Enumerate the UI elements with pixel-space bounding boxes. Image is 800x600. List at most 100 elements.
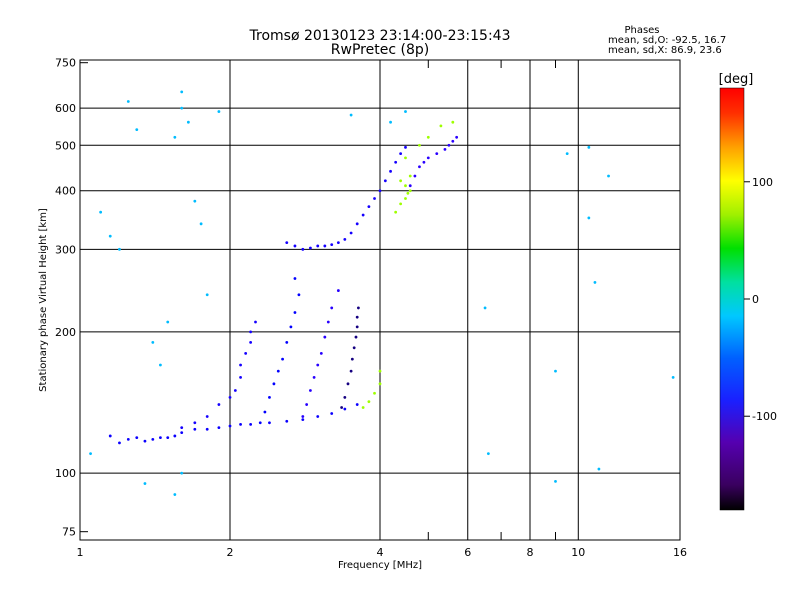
data-point xyxy=(418,165,421,169)
x-axis-ticks: 1 2 4 6 8 10 16 xyxy=(77,60,687,559)
data-point xyxy=(180,471,184,475)
data-point xyxy=(323,244,327,248)
plot-frame xyxy=(79,59,681,541)
data-point xyxy=(451,120,455,124)
data-point xyxy=(597,467,601,471)
data-point xyxy=(350,357,354,361)
data-point xyxy=(356,306,360,310)
data-point xyxy=(330,412,334,415)
y-tick-label: 200 xyxy=(55,326,76,339)
data-point xyxy=(486,452,490,456)
data-point xyxy=(118,441,121,445)
data-point xyxy=(355,222,359,226)
data-point xyxy=(367,205,371,209)
x-tick-label: 2 xyxy=(227,546,234,559)
x-axis-label: Frequency [MHz] xyxy=(338,560,422,571)
data-point xyxy=(565,152,569,155)
data-point xyxy=(180,90,184,94)
data-point xyxy=(607,174,610,178)
data-point xyxy=(159,363,162,367)
y-tick-label: 75 xyxy=(62,526,76,539)
data-point xyxy=(367,400,371,404)
data-point xyxy=(361,406,365,409)
y-tick-label: 100 xyxy=(55,467,76,480)
x-tick-label: 6 xyxy=(464,546,471,559)
data-point xyxy=(217,403,221,406)
data-point xyxy=(173,434,177,438)
data-point xyxy=(378,369,382,373)
colorbar xyxy=(719,87,745,511)
data-point xyxy=(293,311,297,314)
data-point xyxy=(205,427,209,431)
data-point xyxy=(354,335,358,339)
data-point xyxy=(413,174,417,178)
data-point xyxy=(244,351,248,355)
data-point xyxy=(239,363,242,367)
x-tick-label: 10 xyxy=(571,546,585,559)
data-point xyxy=(272,382,276,386)
data-point xyxy=(426,156,430,160)
data-point xyxy=(404,110,407,113)
data-point xyxy=(293,244,297,248)
y-tick-label: 600 xyxy=(55,102,76,115)
data-point xyxy=(406,191,410,195)
data-point xyxy=(89,452,92,456)
data-point xyxy=(399,202,403,206)
data-point xyxy=(340,406,344,409)
data-point xyxy=(316,244,320,248)
data-point xyxy=(309,246,312,250)
chart-title: Tromsø 20130123 23:14:00-23:15:43 xyxy=(249,28,511,44)
data-point xyxy=(193,199,197,203)
data-point xyxy=(99,210,103,214)
colorbar-unit: [deg] xyxy=(719,72,754,87)
data-point xyxy=(293,277,297,280)
data-point xyxy=(108,234,112,238)
data-point xyxy=(418,143,421,147)
data-point xyxy=(289,325,293,329)
data-point xyxy=(285,241,289,245)
data-point xyxy=(326,320,330,324)
data-point xyxy=(301,247,305,251)
data-point xyxy=(233,389,237,392)
colorbar-ticks: 100 0 -100 xyxy=(744,176,777,423)
y-tick-label: 500 xyxy=(55,139,76,152)
data-point xyxy=(349,231,353,235)
data-point xyxy=(268,421,271,425)
data-point xyxy=(159,436,162,440)
data-point xyxy=(330,243,334,247)
data-point xyxy=(180,431,184,434)
data-point xyxy=(228,424,232,428)
data-point xyxy=(346,382,350,386)
y-tick-label: 750 xyxy=(55,57,76,70)
data-point xyxy=(173,135,177,139)
data-point xyxy=(217,110,221,113)
data-point xyxy=(249,423,253,426)
data-point xyxy=(239,423,242,426)
data-point xyxy=(217,426,221,430)
colorbar-tick-label: 100 xyxy=(752,176,773,189)
data-point xyxy=(408,184,412,188)
data-point xyxy=(593,281,597,284)
data-point xyxy=(258,421,262,425)
data-point xyxy=(309,389,312,392)
data-point xyxy=(352,346,356,350)
data-point xyxy=(451,139,455,143)
data-point xyxy=(180,106,184,110)
data-point xyxy=(378,382,382,386)
data-point xyxy=(343,396,347,399)
data-point xyxy=(455,135,459,139)
y-tick-label: 400 xyxy=(55,185,76,198)
data-point xyxy=(108,434,112,438)
phases-o-stats: mean, sd,O: -92.5, 16.7 xyxy=(608,35,726,46)
data-point xyxy=(343,407,347,411)
data-point xyxy=(249,340,253,344)
data-point xyxy=(355,325,359,329)
chart-subtitle: RwPretec (8p) xyxy=(331,42,429,58)
data-point xyxy=(205,293,209,297)
data-point xyxy=(336,241,340,245)
phases-heading: Phases xyxy=(624,25,659,36)
data-point xyxy=(193,421,197,425)
data-point xyxy=(319,351,323,355)
data-point xyxy=(268,396,271,399)
x-tick-label: 4 xyxy=(377,546,384,559)
